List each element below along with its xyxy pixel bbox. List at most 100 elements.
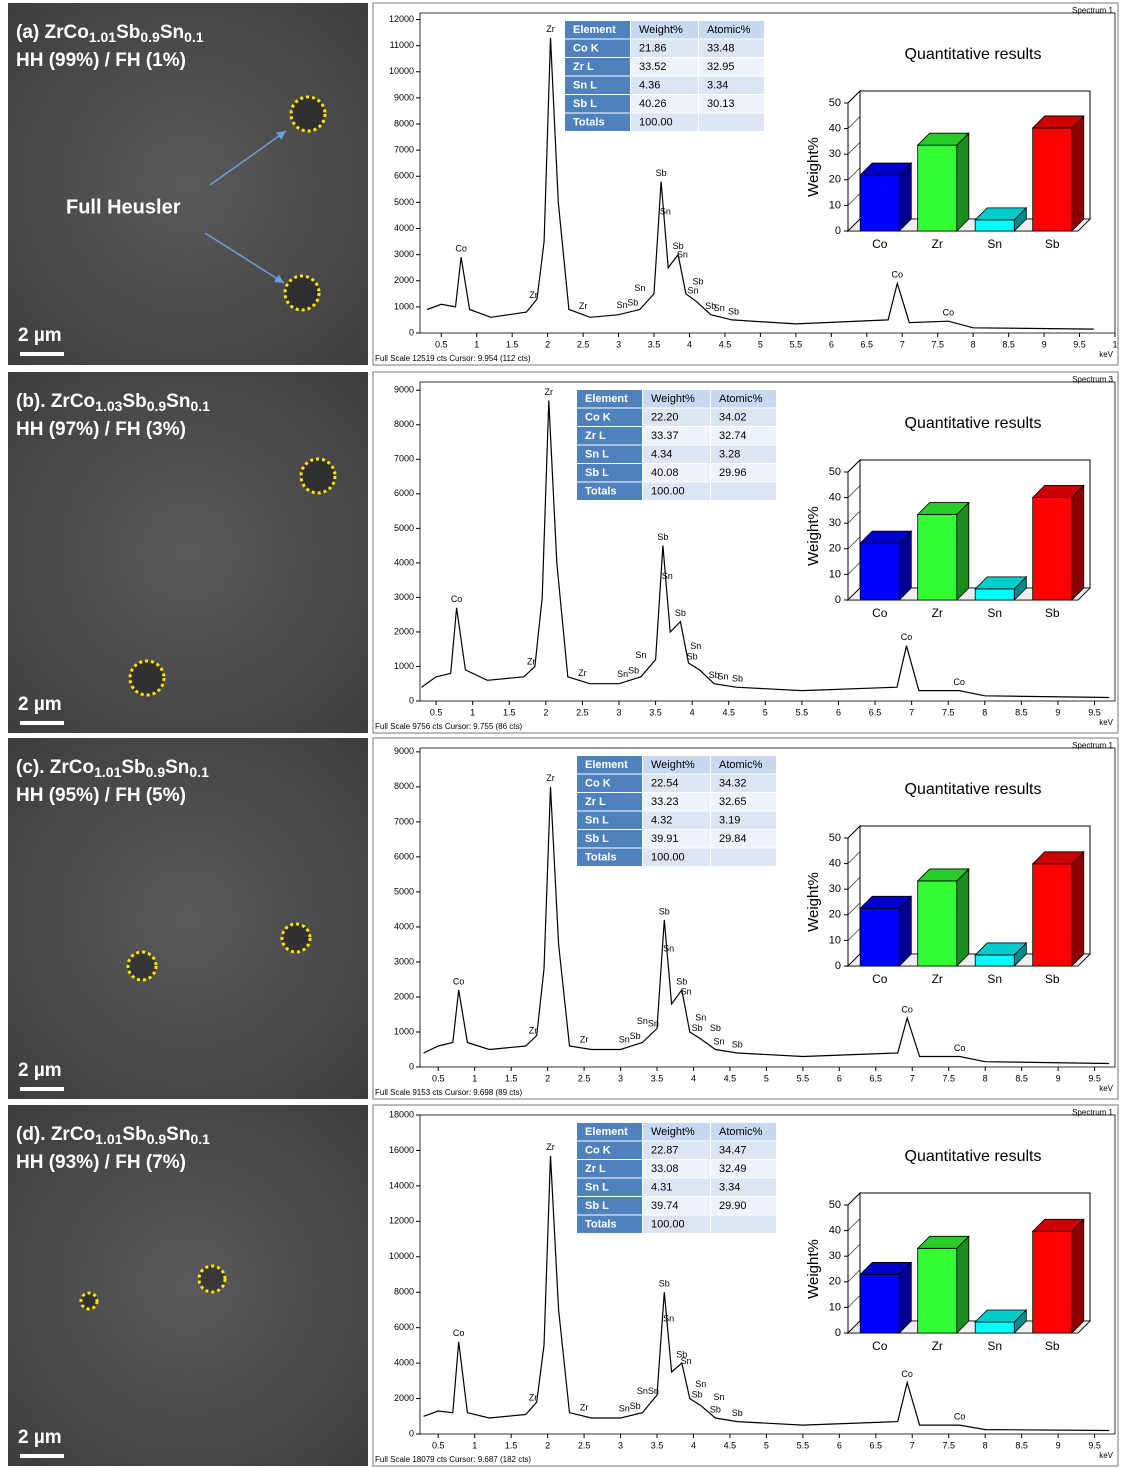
header-text: Element (573, 24, 616, 36)
x-tick-label: 3.5 (651, 1073, 664, 1083)
peak-label: Sb (673, 241, 684, 251)
inset-x-tick-label: Zr (932, 606, 943, 620)
x-tick-label: 3 (616, 707, 621, 717)
peak-label: Sn (617, 669, 628, 679)
x-tick-label: 2.5 (577, 339, 590, 349)
bar-front (1032, 127, 1073, 232)
bar-front (974, 588, 1015, 601)
table-cell (699, 95, 764, 113)
peak-label: Sn (663, 1313, 674, 1323)
inset-grid (847, 928, 861, 941)
inset-x-tick-label: Co (872, 972, 888, 986)
y-tick-label: 11000 (390, 40, 414, 50)
peak-label: Sn (713, 1036, 724, 1046)
x-tick-label: 3.5 (651, 1440, 664, 1450)
x-tick-label: 9 (1055, 707, 1060, 717)
inset-grid (847, 562, 861, 575)
peak-label: Sn (695, 1012, 706, 1022)
bar-top (1031, 1218, 1085, 1232)
table-cell (577, 408, 642, 426)
cell-text: Sn L (573, 80, 597, 92)
x-tick-label: 1 (470, 707, 475, 717)
inset-grid (847, 218, 861, 232)
y-tick-label: 8000 (394, 118, 414, 128)
subscript: 1.01 (89, 29, 116, 45)
header-text: Element (585, 393, 628, 405)
cell-text: Sb L (585, 1200, 609, 1212)
header-text: Atomic% (707, 24, 751, 36)
inset-y-label: Weight% (805, 1239, 822, 1299)
cell-text: Co K (585, 412, 611, 424)
bar-side-shade (1014, 1309, 1027, 1333)
bar-top (1031, 115, 1085, 129)
inset-grid (847, 1320, 861, 1334)
y-tick-label: 6000 (394, 488, 414, 498)
inset-grid (847, 90, 861, 104)
cell-text: 21.86 (639, 43, 667, 55)
peak-label: Co (455, 244, 467, 254)
x-tick-label: 1.5 (505, 1440, 518, 1450)
inset-y-tick-label: 40 (829, 1225, 841, 1237)
table-cell (699, 39, 764, 57)
arrow (209, 130, 287, 186)
table-cell (643, 1197, 710, 1215)
x-tick-label: 6 (836, 707, 841, 717)
x-tick-label: 7 (910, 1440, 915, 1450)
inset-y-tick-label: 50 (829, 466, 841, 478)
fh-marker (126, 950, 158, 982)
peak-label: Sb (687, 652, 698, 662)
inset-y-tick-label: 50 (829, 1199, 841, 1211)
inset-x-tick-label: Zr (932, 237, 943, 251)
bar-front (917, 514, 958, 601)
x-tick-label: 1 (1112, 339, 1117, 349)
subscript: 1.01 (94, 764, 121, 780)
table-cell (577, 774, 642, 792)
inset-x-tick-label: Sn (987, 972, 1002, 986)
cell-text: 33.08 (651, 1163, 679, 1175)
footer: Full Scale 9153 cts Cursor: 9.698 (89 ct… (375, 1088, 523, 1097)
table-cell (577, 1160, 642, 1178)
cell-text: 4.31 (651, 1182, 672, 1194)
cell-text: 33.48 (707, 43, 735, 55)
bar-side-shade (956, 1236, 969, 1333)
bar-side-shade (899, 1262, 912, 1333)
inset-grid (847, 167, 861, 181)
spectrum-label: Spectrum 1 (1072, 741, 1113, 750)
scale-bar (20, 1454, 64, 1458)
inset-grid (847, 587, 861, 601)
peak-label: Sn (648, 1018, 659, 1028)
x-tick-label: 8 (983, 1073, 988, 1083)
bar-top (916, 868, 970, 882)
y-tick-label: 1000 (394, 301, 414, 311)
y-tick-label: 8000 (394, 781, 414, 791)
cell-text: 33.23 (651, 796, 679, 808)
y-tick-label: 3000 (394, 956, 414, 966)
inset-y-tick-label: 40 (829, 123, 841, 135)
y-tick-label: 3000 (394, 249, 414, 259)
spectrum-line (421, 400, 1110, 699)
peak-label: Sn (713, 1392, 724, 1402)
inset-x-tick-label: Co (872, 1339, 888, 1353)
inset-y-tick-label: 30 (829, 148, 841, 160)
peak-label: Sb (732, 1408, 743, 1418)
peak-label: Sb (709, 670, 720, 680)
bar-top (916, 1235, 970, 1249)
cell-text: Sb L (585, 467, 609, 479)
x-axis-label: keV (1099, 1451, 1113, 1460)
table-cell (643, 811, 710, 829)
scale-bar-label: 2 µm (18, 694, 62, 715)
peak-label: Co (953, 677, 965, 687)
cell-text: Totals (573, 117, 605, 129)
cell-text: 33.52 (639, 61, 667, 73)
x-tick-label: 1.5 (506, 339, 519, 349)
bar-side-shade (1071, 1219, 1084, 1333)
table-cell (577, 1141, 642, 1159)
x-tick-label: 6.5 (870, 1440, 883, 1450)
x-tick-label: 7.5 (942, 1440, 955, 1450)
scale-bar (20, 721, 64, 725)
cell-text: Co K (585, 1145, 611, 1157)
peak-label: Sb (628, 666, 639, 676)
table-cell (631, 113, 698, 131)
x-tick-label: 0.5 (432, 1073, 445, 1083)
